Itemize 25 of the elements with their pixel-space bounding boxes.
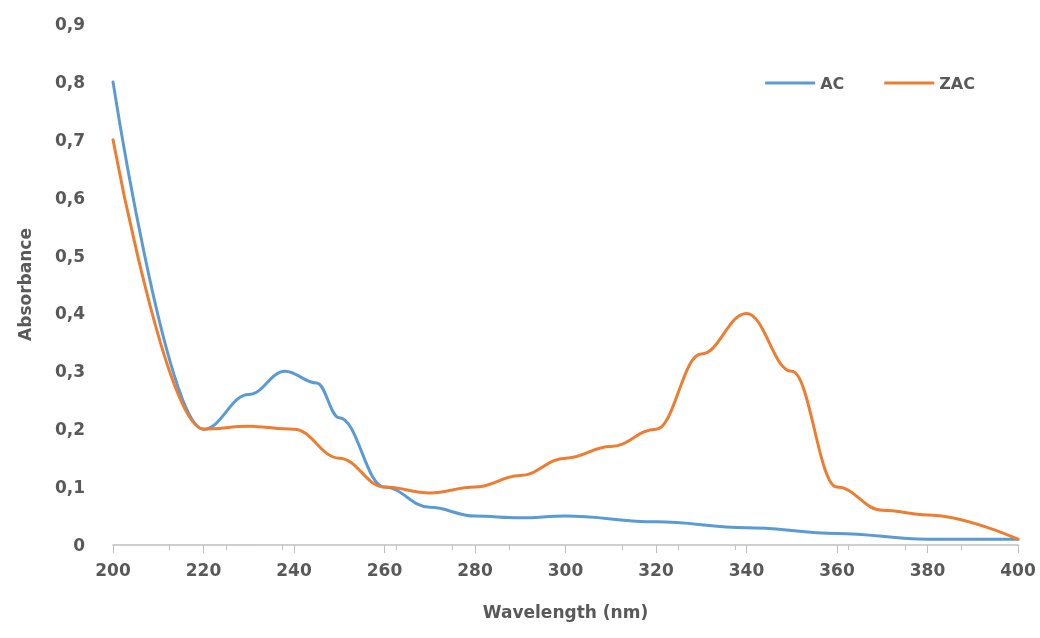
y-tick-label: 0,6	[54, 187, 85, 208]
x-tick-label: 400	[1000, 559, 1036, 580]
x-tick-label: 360	[819, 559, 855, 580]
legend-label: ZAC	[939, 73, 976, 93]
x-tick-label: 220	[185, 559, 222, 580]
x-tick-label: 340	[728, 559, 765, 580]
y-tick-label: 0,9	[54, 14, 85, 34]
legend-label: AC	[820, 73, 845, 93]
y-tick-label: 0,1	[54, 477, 85, 498]
x-tick-label: 260	[366, 559, 403, 580]
x-axis-title: Wavelength (nm)	[482, 601, 649, 622]
y-axis-title: Absorbance	[14, 228, 35, 341]
y-tick-label: 0,7	[54, 129, 85, 150]
y-tick-label: 0,8	[54, 71, 85, 92]
x-tick-label: 300	[547, 559, 584, 580]
x-tick-label: 380	[909, 559, 946, 580]
x-tick-label: 200	[95, 559, 131, 580]
y-tick-label: 0,4	[54, 303, 86, 324]
y-tick-label: 0	[73, 535, 86, 555]
x-tick-label: 240	[276, 559, 312, 580]
x-tick-label: 320	[638, 559, 674, 580]
y-tick-label: 0,2	[54, 419, 85, 440]
x-tick-label: 280	[457, 559, 493, 580]
y-tick-label: 0,5	[54, 245, 85, 266]
y-tick-label: 0,3	[54, 361, 85, 382]
